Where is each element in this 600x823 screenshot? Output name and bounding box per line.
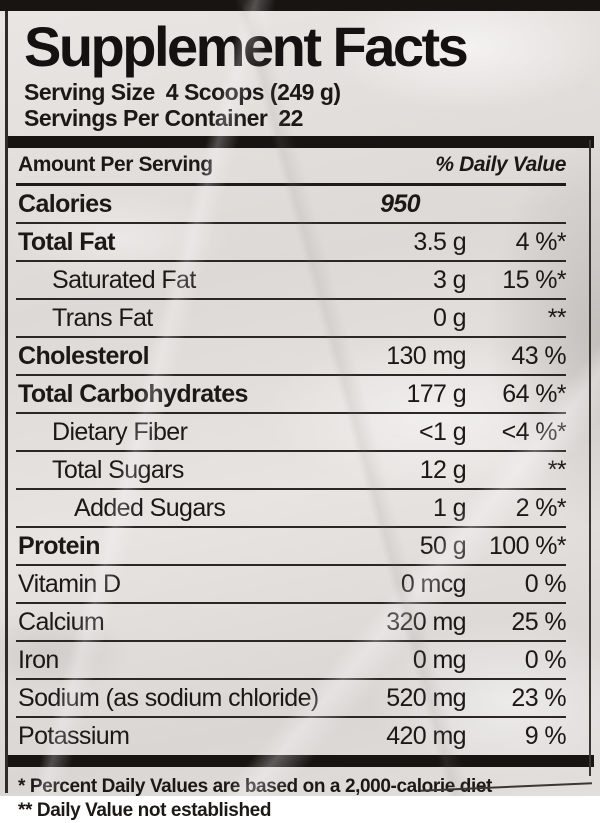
nutrient-name: Total Fat	[18, 227, 116, 256]
nutrient-dv: 0 %	[524, 645, 567, 674]
servings-per-container-label: Servings Per Container	[24, 105, 268, 132]
nutrient-dv: 25 %	[511, 607, 566, 636]
nutrient-name: Protein	[18, 531, 101, 560]
nutrient-row: Added Sugars 1 g 2 %*	[16, 488, 567, 526]
nutrient-dv: 23 %	[511, 683, 566, 712]
nutrient-name: Dietary Fiber	[52, 417, 188, 446]
nutrient-row: Total Sugars 12 g **	[16, 450, 567, 488]
nutrient-amount: 177 g	[406, 379, 466, 408]
servings-per-container-line: Servings Per Container 22	[24, 105, 600, 131]
nutrient-row: Vitamin D 0 mcg 0 %	[16, 564, 567, 602]
nutrient-row: Trans Fat 0 g **	[16, 298, 567, 336]
nutrient-dv: <4 %*	[501, 417, 567, 446]
nutrient-row: Iron 0 mg 0 %	[16, 640, 567, 678]
nutrient-amount: 950	[380, 189, 421, 218]
footnotes: * Percent Daily Values are based on a 2,…	[18, 775, 600, 823]
nutrient-dv: 100 %*	[488, 531, 567, 560]
panel-right-border	[589, 140, 591, 776]
nutrient-name: Cholesterol	[18, 341, 150, 370]
nutrient-name: Vitamin D	[18, 569, 121, 598]
nutrient-name: Sodium (as sodium chloride)	[18, 683, 319, 712]
serving-size-value: 4 Scoops (249 g)	[165, 78, 341, 105]
nutrient-row: Potassium 420 mg 9 %	[16, 716, 567, 754]
nutrient-row: Cholesterol 130 mg 43 %	[16, 336, 567, 374]
nutrient-row: Sodium (as sodium chloride) 520 mg 23 %	[16, 678, 567, 716]
nutrient-dv: 15 %*	[502, 265, 566, 294]
nutrient-dv: 43 %	[511, 341, 566, 370]
panel-title: Supplement Facts	[24, 15, 469, 78]
nutrient-name: Calories	[18, 189, 112, 218]
nutrient-dv: **	[547, 455, 567, 484]
nutrient-amount: 12 g	[419, 455, 467, 484]
nutrient-name: Calcium	[18, 607, 105, 636]
nutrient-dv: **	[547, 303, 567, 332]
amount-per-serving-header: Amount Per Serving	[18, 153, 213, 177]
nutrient-row: Calories 950	[16, 186, 566, 222]
panel-left-border	[5, 11, 8, 793]
nutrient-amount: 0 g	[433, 303, 467, 332]
nutrient-row: Total Fat 3.5 g 4 %*	[16, 222, 567, 260]
nutrient-row: Dietary Fiber <1 g <4 %*	[16, 412, 567, 450]
column-header-row: Amount Per Serving % Daily Value	[16, 148, 566, 187]
nutrient-amount: <1 g	[419, 417, 467, 446]
servings-per-container-value: 22	[278, 105, 303, 132]
nutrient-name: Iron	[18, 645, 59, 674]
nutrient-dv: 64 %*	[502, 379, 566, 408]
nutrient-dv: 2 %*	[515, 493, 567, 522]
nutrient-row: Protein 50 g 100 %*	[16, 526, 567, 564]
footnote-daily-values: * Percent Daily Values are based on a 2,…	[18, 776, 492, 798]
nutrient-name: Saturated Fat	[52, 265, 196, 294]
nutrient-amount: 320 mg	[386, 607, 466, 636]
nutrient-row: Calcium 320 mg 25 %	[16, 602, 567, 640]
nutrient-amount: 50 g	[419, 531, 467, 560]
serving-size-label: Serving Size	[24, 78, 155, 105]
nutrient-amount: 0 mcg	[400, 569, 467, 598]
nutrient-amount: 3 g	[433, 265, 467, 294]
header-divider-bar	[6, 136, 594, 149]
nutrient-name: Total Sugars	[52, 455, 184, 484]
nutrient-dv: 4 %*	[515, 227, 567, 256]
nutrient-row: Saturated Fat 3 g 15 %*	[16, 260, 567, 298]
nutrient-rows: Calories 950 Total Fat 3.5 g 4 %* Saturated F…	[16, 186, 567, 754]
nutrient-row: Total Carbohydrates 177 g 64 %*	[16, 374, 567, 412]
daily-value-header: % Daily Value	[435, 153, 566, 177]
nutrient-amount: 420 mg	[386, 721, 466, 750]
footnote-divider-bar	[6, 755, 594, 768]
nutrient-name: Trans Fat	[52, 303, 153, 332]
top-divider-bar	[0, 0, 600, 11]
nutrient-amount: 130 mg	[386, 341, 466, 370]
nutrient-amount: 520 mg	[386, 683, 466, 712]
nutrient-name: Added Sugars	[74, 493, 226, 522]
nutrient-dv: 0 %	[524, 569, 567, 598]
nutrient-name: Potassium	[18, 721, 130, 750]
nutrient-amount: 1 g	[433, 493, 467, 522]
nutrient-name: Total Carbohydrates	[18, 379, 248, 408]
footnote-not-established: ** Daily Value not established	[18, 799, 272, 821]
nutrient-amount: 0 mg	[412, 645, 467, 674]
serving-size-line: Serving Size 4 Scoops (249 g)	[24, 79, 600, 105]
nutrient-amount: 3.5 g	[413, 227, 466, 256]
nutrient-dv: 9 %	[524, 721, 567, 750]
